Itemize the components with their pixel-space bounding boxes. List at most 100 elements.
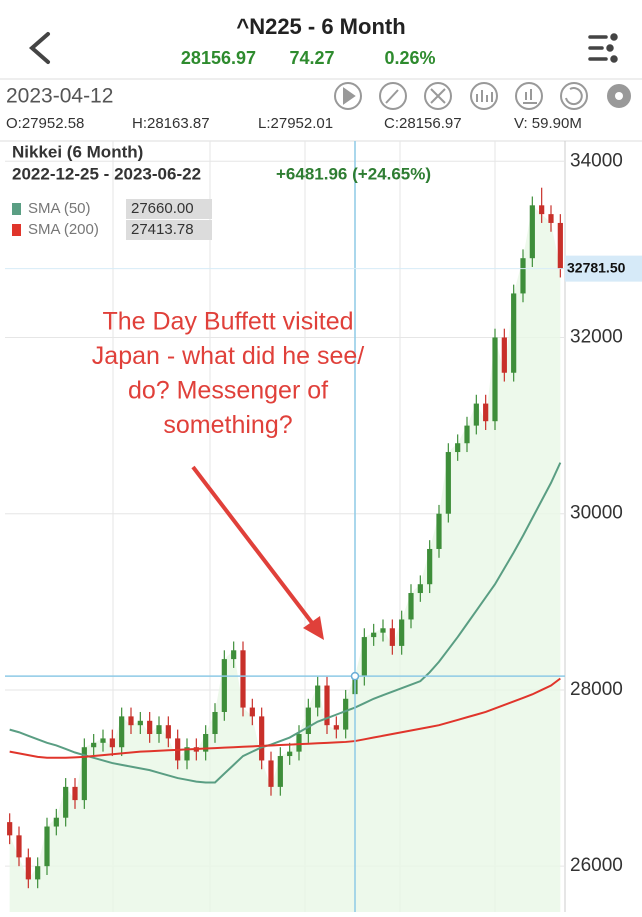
candle-body [557, 222, 563, 269]
candle-body [361, 637, 367, 677]
candle-body [520, 258, 526, 294]
candle-body [296, 734, 302, 752]
candle-body [128, 716, 134, 726]
draw-icon[interactable] [379, 82, 407, 110]
candle-body [436, 513, 442, 549]
candle-body [53, 817, 59, 827]
price: 28156.97 [181, 48, 256, 68]
candle-body [501, 337, 507, 373]
candle-body [16, 835, 22, 858]
candle-body [81, 747, 87, 801]
ohlc-row: O:27952.58 H:28163.87 L:27952.01 C:28156.97… [6, 115, 582, 132]
arrow-head [303, 616, 324, 640]
candle-body [492, 337, 498, 422]
candle-body [259, 716, 265, 761]
sma-line [9, 677, 561, 759]
ohlc-value: V: 59.90M [514, 115, 582, 132]
y-tick-label: 30000 [570, 503, 623, 524]
annotation-text: Japan - what did he see/ [92, 342, 364, 370]
legend-swatch [12, 224, 21, 236]
chart-type-icon[interactable] [515, 82, 543, 110]
candle-body [324, 685, 330, 726]
candle-body [445, 452, 451, 514]
candle-body [44, 826, 50, 867]
candle-body [72, 786, 78, 801]
legend-value: 27660.00 [131, 200, 194, 217]
y-tick-label: 26000 [570, 855, 623, 876]
chart-title: Nikkei (6 Month) [12, 142, 143, 161]
refresh-icon[interactable] [560, 82, 588, 110]
annotation-text: do? Messenger of [128, 377, 328, 405]
candle-body [100, 738, 106, 743]
candle-body [119, 716, 125, 748]
ohlc-value: L:27952.01 [258, 115, 333, 132]
y-tick-label: 32000 [570, 327, 623, 348]
price-tag-bg [565, 255, 642, 282]
indicator-icon[interactable] [470, 82, 498, 110]
ohlc-value: H:28163.87 [132, 115, 210, 132]
y-tick-label: 28000 [570, 679, 623, 700]
page-title: ^N225 - 6 Month [236, 14, 405, 39]
legend-value-bg [126, 220, 212, 240]
candle-body [221, 659, 227, 712]
candle-body [156, 725, 162, 735]
period-change: +6481.96 (+24.65%) [276, 164, 431, 183]
candle-body [464, 425, 470, 444]
sma-line [9, 462, 562, 784]
price-tag: 32781.50 [567, 259, 626, 275]
candle-body [539, 205, 545, 215]
candle-body [473, 403, 479, 426]
price-change-pct: 0.26% [384, 48, 435, 68]
legend-swatch [12, 203, 21, 215]
candle-body [483, 403, 489, 422]
annotation-arrow [191, 465, 318, 630]
candle-body [529, 205, 535, 259]
y-tick-label: 34000 [570, 150, 623, 171]
candle-body [212, 711, 218, 735]
play-icon[interactable] [334, 82, 362, 110]
candle-body [184, 747, 190, 761]
close-area [9, 205, 561, 912]
ohlc-value: O:27952.58 [6, 115, 84, 132]
candle-body [147, 720, 153, 735]
candle-body [277, 756, 283, 787]
chart-subtitle: 2022-12-25 - 2023-06-22 [12, 164, 201, 183]
candle-body [343, 698, 349, 730]
legend-value-bg [126, 199, 212, 219]
candle-body [240, 650, 246, 708]
annotation-text: something? [163, 411, 292, 439]
annotation-text: The Day Buffett visited [102, 308, 353, 336]
ohlc-value: C:28156.97 [384, 115, 462, 132]
candle-body [25, 857, 31, 880]
candle-body [109, 738, 115, 748]
legend-value: 27413.78 [131, 221, 194, 238]
candle-body [305, 707, 311, 735]
candle-body [389, 628, 395, 646]
candle-body [137, 720, 143, 726]
candle-body [333, 725, 339, 730]
legend: SMA (50) 27660.00 SMA (200) 27413.78 [12, 199, 212, 240]
crosshair-dot [350, 671, 360, 681]
toolbar-icons [334, 82, 631, 110]
fullscreen-icon[interactable] [424, 82, 452, 110]
annotation: The Day Buffett visited Japan - what did … [92, 308, 364, 640]
cursor-date: 2023-04-12 [6, 85, 113, 108]
candle-body [417, 584, 423, 594]
legend-label: SMA (200) [28, 221, 99, 238]
candle-body [203, 734, 209, 752]
candle-body [371, 632, 377, 638]
candle-body [35, 866, 41, 880]
legend-label: SMA (50) [28, 200, 91, 217]
back-button[interactable] [28, 32, 50, 64]
candle-body [511, 293, 517, 373]
menu-button[interactable] [588, 33, 618, 63]
candle-body [268, 760, 274, 787]
candle-body [91, 742, 97, 748]
candle-body [408, 593, 414, 620]
candle-body [380, 628, 386, 633]
candle-body [7, 822, 13, 836]
candle-body [548, 214, 554, 223]
candle-body [287, 751, 293, 757]
candle-body [249, 707, 255, 717]
